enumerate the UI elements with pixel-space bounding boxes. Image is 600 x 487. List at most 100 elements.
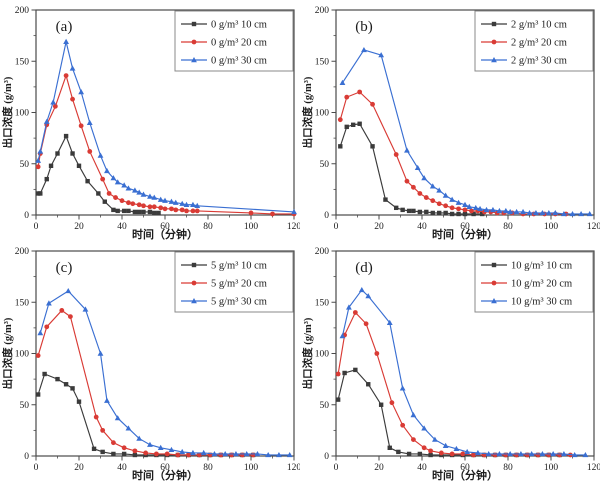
data-point-marker xyxy=(111,207,116,213)
data-point-marker xyxy=(63,133,69,139)
data-point-marker xyxy=(100,176,106,182)
data-point-marker xyxy=(190,449,196,456)
data-point-marker xyxy=(147,204,153,210)
x-tick-label: 80 xyxy=(203,463,213,473)
chart-svg-d: 0 20 40 60 80 100 120 0 50 100 150 200 时间（分钟） 出口浓度 (g… xyxy=(301,247,600,482)
data-point-marker xyxy=(132,452,138,458)
data-point-marker xyxy=(471,211,476,217)
data-point-marker xyxy=(270,211,275,217)
y-tick-label: 150 xyxy=(315,57,330,67)
data-point-marker xyxy=(442,442,449,448)
legend-marker-icon xyxy=(491,280,497,286)
data-point-marker xyxy=(462,207,468,213)
y-tick-label: 200 xyxy=(15,247,30,257)
data-point-marker xyxy=(162,197,168,203)
data-point-marker xyxy=(475,449,481,456)
data-point-marker xyxy=(393,152,399,157)
data-point-marker xyxy=(59,308,65,313)
legend-marker-icon xyxy=(491,298,497,304)
series-line xyxy=(341,49,590,215)
data-point-marker xyxy=(430,210,435,216)
data-point-marker xyxy=(211,450,218,457)
data-point-marker xyxy=(424,209,429,215)
data-point-marker xyxy=(346,304,352,310)
data-point-marker xyxy=(507,450,514,457)
data-point-marker xyxy=(438,450,444,456)
data-point-marker xyxy=(421,175,428,181)
data-point-marker xyxy=(436,187,443,193)
data-point-marker xyxy=(113,195,118,200)
data-point-marker xyxy=(437,210,442,216)
series-line xyxy=(341,289,586,456)
data-point-marker xyxy=(394,205,399,211)
data-point-marker xyxy=(421,425,428,431)
data-point-marker xyxy=(194,202,201,208)
data-point-marker xyxy=(410,412,417,418)
data-point-marker xyxy=(518,450,524,457)
data-point-marker xyxy=(184,208,189,214)
data-point-marker xyxy=(143,450,149,456)
data-point-marker xyxy=(344,94,350,100)
data-point-marker xyxy=(240,452,245,458)
data-point-marker xyxy=(406,451,412,457)
y-tick-label: 0 xyxy=(24,452,29,462)
data-point-marker xyxy=(466,203,473,209)
legend-marker-icon xyxy=(491,57,497,63)
x-tick-label: 0 xyxy=(334,222,339,232)
data-point-marker xyxy=(157,196,164,202)
legend-marker-icon xyxy=(191,298,197,304)
legend-entry-label: 10 g/m³ 10 cm xyxy=(511,261,572,272)
x-tick-label: 40 xyxy=(417,463,427,473)
data-point-marker xyxy=(357,89,363,95)
data-point-marker xyxy=(42,371,47,377)
y-tick-label: 200 xyxy=(315,6,330,16)
data-point-marker xyxy=(383,197,388,202)
data-point-marker xyxy=(37,330,44,336)
panel-letter-label: (c) xyxy=(56,260,73,276)
data-point-marker xyxy=(578,210,584,217)
x-tick-label: 100 xyxy=(244,222,259,232)
x-tick-label: 60 xyxy=(160,463,170,473)
y-axis-label: 出口浓度 (g/m³) xyxy=(1,76,14,148)
data-point-marker xyxy=(125,425,132,431)
data-point-marker xyxy=(147,209,153,215)
data-point-marker xyxy=(358,286,365,293)
data-point-marker xyxy=(514,452,519,458)
data-point-marker xyxy=(462,211,468,217)
legend-entry-label: 0 g/m³ 20 cm xyxy=(211,38,267,49)
data-point-marker xyxy=(141,209,146,215)
data-point-marker xyxy=(291,208,297,215)
series-line xyxy=(37,309,254,456)
data-point-marker xyxy=(48,163,54,168)
data-point-marker xyxy=(276,451,282,458)
panel-letter-label: (b) xyxy=(355,19,373,35)
data-point-marker xyxy=(352,310,358,315)
x-tick-label: 20 xyxy=(74,463,84,473)
legend-marker-icon xyxy=(191,280,197,286)
data-point-marker xyxy=(97,152,104,158)
panel-letter-label: (a) xyxy=(56,19,73,35)
legend-entry-label: 2 g/m³ 20 cm xyxy=(511,38,567,49)
data-point-marker xyxy=(44,176,49,182)
x-tick-label: 120 xyxy=(587,222,600,232)
x-tick-label: 80 xyxy=(203,222,213,232)
y-tick-label: 100 xyxy=(315,109,330,119)
data-point-marker xyxy=(357,121,362,126)
data-point-marker xyxy=(361,46,367,53)
panel-letter-label: (d) xyxy=(355,260,373,276)
data-point-marker xyxy=(513,208,520,215)
x-tick-label: 20 xyxy=(374,222,384,232)
data-point-marker xyxy=(386,319,393,325)
x-tick-label: 80 xyxy=(503,463,513,473)
data-point-marker xyxy=(342,370,347,376)
data-point-marker xyxy=(111,440,116,446)
y-axis-label: 出口浓度 (g/m³) xyxy=(1,317,14,389)
data-point-marker xyxy=(480,211,485,217)
data-point-marker xyxy=(172,199,179,205)
data-point-marker xyxy=(582,451,589,458)
data-point-marker xyxy=(52,103,58,109)
data-point-marker xyxy=(44,324,50,330)
x-tick-label: 60 xyxy=(460,463,470,473)
data-point-marker xyxy=(218,452,224,458)
